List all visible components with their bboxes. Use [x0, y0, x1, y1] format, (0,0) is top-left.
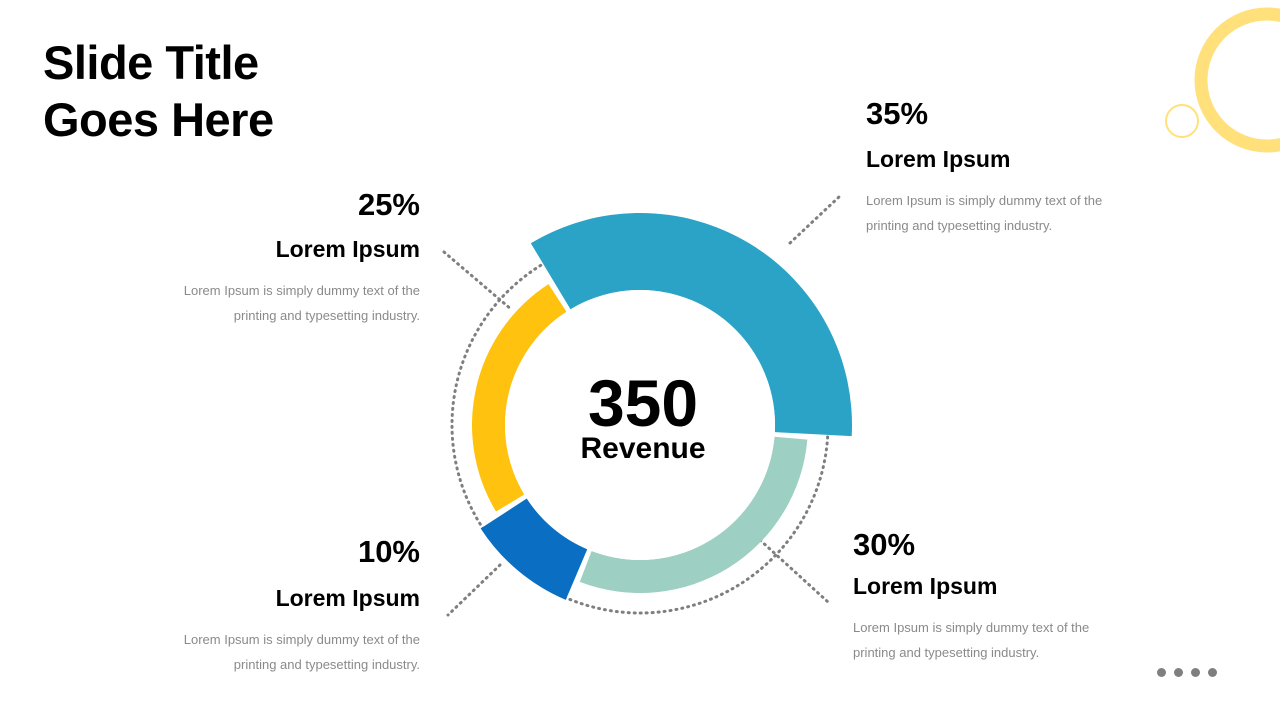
slide-title-line-2: Goes Here [43, 93, 274, 146]
donut-segment-30 [579, 436, 808, 593]
slide-title: Slide Title Goes Here [43, 34, 274, 148]
description-line: printing and typesetting industry. [233, 308, 420, 323]
segment-description: Lorem Ipsum is simply dummy text of the … [866, 188, 1146, 238]
donut-segment-10 [480, 498, 588, 600]
description-line: Lorem Ipsum is simply dummy text of the [853, 620, 1090, 635]
segment-block-35: 35% Lorem Ipsum Lorem Ipsum is simply du… [866, 96, 1146, 238]
segment-heading: Lorem Ipsum [866, 146, 1011, 172]
description-line: printing and typesetting industry. [866, 218, 1053, 233]
segment-percent: 10% [357, 534, 420, 569]
center-label: Revenue [580, 432, 705, 465]
dotted-guide-line [446, 563, 502, 617]
segment-description: Lorem Ipsum is simply dummy text of the … [853, 615, 1133, 665]
segment-block-25: 25% Lorem Ipsum Lorem Ipsum is simply du… [140, 187, 420, 328]
dotted-guide-line [442, 250, 514, 312]
decorative-ring-small [1165, 104, 1199, 138]
donut-center [505, 290, 775, 560]
description-line: Lorem Ipsum is simply dummy text of the [183, 283, 420, 298]
segment-heading: Lorem Ipsum [275, 585, 420, 611]
dotted-guide-line [758, 538, 830, 604]
segment-heading: Lorem Ipsum [275, 236, 420, 262]
segment-block-10: 10% Lorem Ipsum Lorem Ipsum is simply du… [140, 534, 420, 677]
segment-percent: 30% [853, 527, 916, 562]
segment-description: Lorem Ipsum is simply dummy text of the … [140, 627, 420, 677]
decorative-ring-large [1194, 7, 1280, 153]
donut-segment-25 [472, 284, 567, 512]
page-indicator [1157, 668, 1217, 677]
segment-block-30: 30% Lorem Ipsum Lorem Ipsum is simply du… [853, 527, 1133, 665]
page-dot [1191, 668, 1200, 677]
description-line: printing and typesetting industry. [233, 657, 420, 672]
donut-segments [472, 213, 852, 600]
description-line: Lorem Ipsum is simply dummy text of the [866, 193, 1103, 208]
slide-title-line-1: Slide Title [43, 36, 259, 89]
segment-percent: 25% [357, 187, 420, 222]
page-dot [1174, 668, 1183, 677]
page-dot [1208, 668, 1217, 677]
donut-segment-35 [530, 213, 852, 437]
description-line: printing and typesetting industry. [853, 645, 1040, 660]
page-dot [1157, 668, 1166, 677]
dotted-guide-line [788, 194, 842, 245]
segment-percent: 35% [866, 96, 929, 131]
description-line: Lorem Ipsum is simply dummy text of the [183, 632, 420, 647]
center-value: 350 [588, 366, 698, 440]
segment-description: Lorem Ipsum is simply dummy text of the … [140, 278, 420, 328]
segment-heading: Lorem Ipsum [853, 573, 998, 599]
